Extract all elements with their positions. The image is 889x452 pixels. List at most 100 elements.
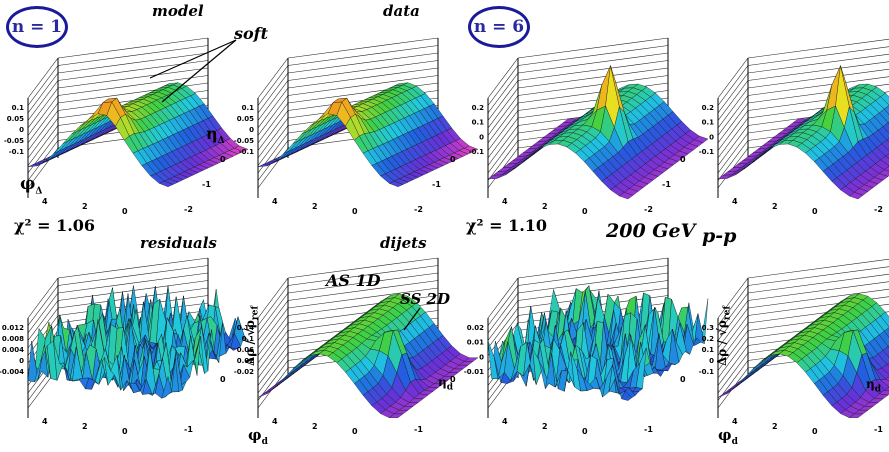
surface-mesh — [257, 293, 479, 418]
phi-axis-ticks: 4 2 0 — [272, 197, 358, 216]
z-tick-label: 0.3 — [702, 324, 715, 332]
z-axis-ticks: 0.14 0.1 0.06 0.02 -0.02 — [234, 324, 254, 376]
z-tick-label: -0.05 — [234, 137, 254, 145]
rho-axis-label-2: Δρ / √ρref — [715, 305, 733, 366]
eta-tick-label: 0 — [450, 375, 456, 384]
z-tick-label: -0.004 — [0, 368, 24, 376]
z-tick-label: -0.1 — [699, 148, 714, 156]
eta-tick-label: 0 — [680, 375, 686, 384]
surface-mesh — [717, 293, 889, 418]
surface-panel-residuals-n1: 0.012 0.008 0.004 0 -0.004 4 2 0 0 -1 — [0, 257, 249, 436]
eta-d-axis-label-1: ηd — [438, 375, 454, 393]
phi-tick-label: 0 — [812, 207, 818, 216]
eta-tick-label: -1 — [644, 425, 653, 434]
model-title: model — [152, 2, 204, 20]
surface-panel-model-n1: 0.1 0.05 0 -0.05 -0.1 4 2 0 0 -1 -2 — [4, 37, 249, 216]
phi-tick-label: 4 — [42, 417, 48, 426]
z-tick-label: -0.1 — [469, 148, 484, 156]
phi-axis-ticks: 4 2 0 — [272, 417, 358, 436]
phi-tick-label: 0 — [122, 207, 128, 216]
z-tick-label: 0.14 — [237, 324, 254, 332]
phi-tick-label: 4 — [732, 197, 738, 206]
eta-axis-ticks: 0 -1 — [414, 375, 456, 434]
eta-tick-label: -2 — [644, 205, 653, 214]
phi-tick-label: 4 — [272, 197, 278, 206]
z-tick-label: 0 — [709, 133, 714, 141]
z-tick-label: 0.004 — [2, 346, 24, 354]
soft-pointer-line — [149, 39, 237, 79]
eta-axis-ticks: 0-1-2 — [414, 155, 456, 214]
surface-mesh — [487, 65, 709, 200]
phi-d-axis-label-1: φd — [248, 426, 268, 447]
z-tick-label: 0.2 — [702, 104, 715, 112]
phi-axis-ticks: 4 2 0 — [42, 417, 128, 436]
energy-label: 200 GeV p-p — [606, 222, 736, 246]
surface-panel-dijets-n1: 0.14 0.1 0.06 0.02 -0.02 4 2 0 0 -1 — [234, 257, 479, 436]
phi-axis-ticks: 4 2 0 — [502, 417, 588, 436]
surface-mesh — [27, 285, 249, 399]
z-tick-label: -0.01 — [464, 368, 484, 376]
ss2d-pointer-line — [403, 307, 421, 331]
z-tick-label: 0.02 — [467, 324, 484, 332]
surface-panel-dijets-n6: 0.3 0.2 0.1 0 -0.1 4 2 0 0-1 — [699, 258, 889, 436]
z-tick-label: -0.02 — [234, 368, 254, 376]
eta-tick-label: -1 — [414, 425, 423, 434]
eta-tick-label: -1 — [202, 180, 211, 189]
surface-panel-data-n1: 0.1 0.05 0 -0.05 -0.1 4 2 0 0 -1 -2 — [234, 37, 479, 216]
z-axis-ticks: 0.012 0.008 0.004 0 -0.004 — [0, 324, 24, 376]
phi-tick-label: 0 — [352, 427, 358, 436]
z-tick-label: 0.05 — [237, 115, 254, 123]
eta-axis-ticks: 0-1 — [874, 425, 883, 434]
phi-tick-label: 4 — [502, 197, 508, 206]
surface-panel-residuals-n6: 0.02 0.01 0 -0.01 4 2 0 0 -1 — [464, 257, 709, 436]
eta-tick-label: 0 — [450, 155, 456, 164]
z-tick-label: 0.2 — [472, 104, 485, 112]
z-tick-label: 0 — [249, 126, 254, 134]
z-axis-ticks: 0.1 0.05 0 -0.05 -0.1 — [234, 104, 254, 156]
z-axis-ticks: 0.2 0.1 0 -0.1 — [469, 104, 484, 156]
surface-mesh — [257, 82, 479, 187]
surface-mesh — [717, 65, 889, 200]
eta-tick-label: -2 — [184, 205, 193, 214]
phi-tick-label: 2 — [312, 202, 318, 211]
phi-d-axis-label-2: φd — [718, 426, 738, 447]
collision-system: p-p — [701, 225, 737, 247]
z-tick-label: 0.008 — [2, 335, 24, 343]
rho-axis-label-1: Δρ / √ρref — [243, 305, 261, 366]
eta-tick-label: -1 — [184, 425, 193, 434]
eta-tick-label: -2 — [874, 205, 883, 214]
eta-tick-label: 0 — [680, 155, 686, 164]
z-tick-label: 0.012 — [2, 324, 24, 332]
z-axis-ticks: 0.02 0.01 0 -0.01 — [464, 324, 484, 376]
z-tick-label: 0.1 — [242, 104, 255, 112]
z-axis-ticks: 0.2 0.1 0 -0.1 — [699, 104, 714, 156]
chi-squared-n1: χ² = 1.06 — [14, 216, 96, 235]
eta-axis-ticks: 0-1-2 — [184, 155, 226, 214]
phi-tick-label: 2 — [82, 202, 88, 211]
z-tick-label: 0 — [19, 126, 24, 134]
n1-circle-label: n = 1 — [6, 6, 68, 48]
z-axis-ticks: 0.3 0.2 0.1 0 -0.1 — [699, 324, 714, 376]
dijets-title: dijets — [380, 234, 427, 252]
phi-tick-label: 0 — [582, 207, 588, 216]
z-tick-label: 0.1 — [702, 119, 715, 127]
phi-axis-ticks: 4 2 0 — [732, 417, 818, 436]
surface-mesh — [487, 285, 709, 401]
soft-annotation: soft — [234, 24, 268, 43]
phi-axis-ticks: 4 2 0 — [732, 197, 818, 216]
surface-mesh — [27, 82, 249, 187]
z-tick-label: -0.1 — [239, 148, 254, 156]
z-tick-label: 0.02 — [237, 357, 254, 365]
data-title: data — [383, 2, 420, 20]
surface-panel-data-n6: 0.2 0.1 0 -0.1 4 2 0 0-1-2 — [699, 38, 889, 216]
phi-tick-label: 4 — [732, 417, 738, 426]
eta-axis-ticks: 0-1-2 — [644, 155, 686, 214]
eta-axis-ticks: 0-1-2 — [874, 205, 883, 214]
phi-tick-label: 0 — [812, 427, 818, 436]
phi-tick-label: 4 — [42, 197, 48, 206]
eta-axis-ticks: 0 -1 — [644, 375, 686, 434]
phi-tick-label: 0 — [582, 427, 588, 436]
residuals-title: residuals — [140, 234, 217, 252]
z-tick-label: -0.1 — [699, 368, 714, 376]
